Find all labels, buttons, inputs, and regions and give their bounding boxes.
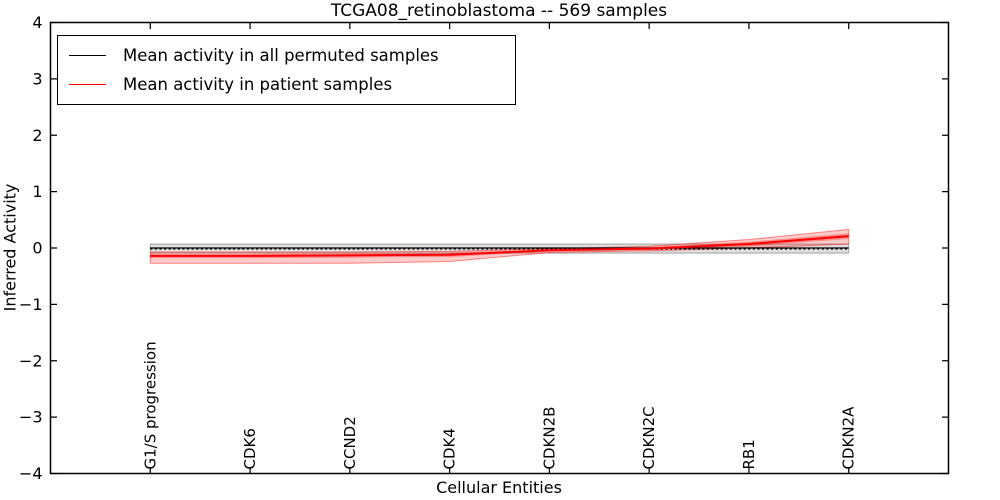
legend-entry-permuted: Mean activity in all permuted samples (69, 41, 507, 70)
x-tick-label: CDK4 (441, 428, 459, 469)
y-tick-label: 0 (32, 239, 42, 258)
y-tick-label: −1 (19, 295, 43, 314)
legend-entry-patient: Mean activity in patient samples (69, 70, 507, 99)
x-tick-label: CDKN2C (640, 406, 658, 469)
x-tick-label: CDKN2A (840, 406, 858, 470)
x-tick-label: CDKN2B (540, 407, 558, 470)
y-axis-label: Inferred Activity (0, 183, 20, 312)
legend-label-permuted: Mean activity in all permuted samples (123, 46, 439, 65)
legend-label-patient: Mean activity in patient samples (123, 75, 393, 94)
y-tick-label: 3 (32, 69, 42, 88)
y-tick-label: −3 (19, 408, 43, 427)
y-tick-label: −2 (19, 351, 43, 370)
x-tick-label: CDK6 (241, 428, 259, 469)
y-tick-label: 4 (32, 13, 42, 32)
y-tick-label: 1 (32, 182, 42, 201)
x-tick-label: G1/S progression (141, 341, 159, 469)
y-tick-label: 2 (32, 126, 42, 145)
legend-line-sample-red (69, 84, 106, 85)
x-tick-label: CCND2 (341, 416, 359, 469)
patient-mean (150, 235, 849, 257)
y-tick-label: −4 (19, 464, 43, 483)
x-tick-label: RB1 (740, 439, 758, 469)
chart-title: TCGA08_retinoblastoma -- 569 samples (330, 1, 668, 21)
x-axis-label: Cellular Entities (436, 478, 562, 497)
legend-line-sample-black (69, 55, 106, 56)
legend: Mean activity in all permuted samples Me… (57, 35, 516, 105)
